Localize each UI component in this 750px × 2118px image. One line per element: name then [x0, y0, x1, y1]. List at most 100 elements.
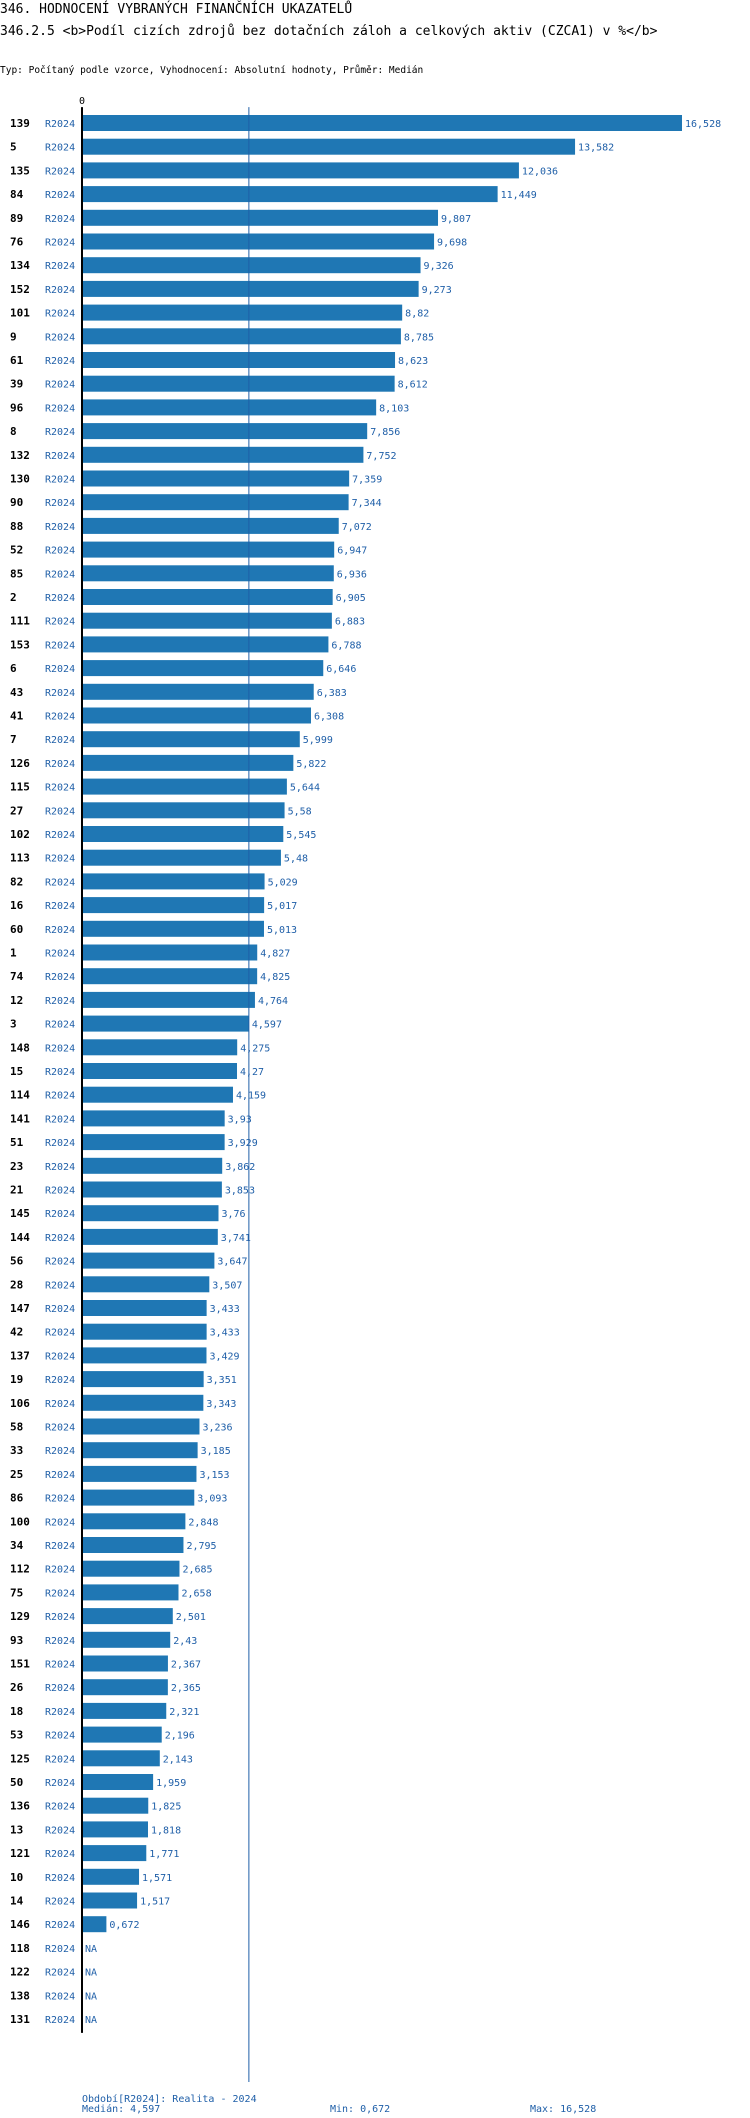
data-label: 11,449 [501, 190, 537, 201]
data-label: 2,43 [173, 1636, 197, 1647]
row-id-label: 130 [10, 473, 30, 486]
data-label: 5,644 [290, 783, 320, 794]
bar [82, 826, 284, 842]
data-label: 3,185 [201, 1446, 231, 1457]
footer-period: Období[R2024]: Realita - 2024 [82, 2094, 257, 2105]
bar [82, 920, 264, 937]
row-period-label: R2024 [45, 1660, 75, 1671]
bar [82, 1631, 171, 1648]
row-period-label: R2024 [45, 1612, 75, 1623]
row-period-label: R2024 [45, 1257, 75, 1268]
row-id-label: 126 [10, 757, 30, 770]
row-id-label: 135 [10, 164, 30, 177]
row-id-label: 52 [10, 544, 23, 557]
row-id-label: 76 [10, 236, 24, 249]
bar [82, 1394, 204, 1411]
bar [82, 636, 329, 653]
row-period-label: R2024 [45, 664, 75, 675]
data-label: 5,013 [267, 925, 297, 936]
bar [82, 944, 258, 961]
row-period-label: R2024 [45, 1873, 75, 1884]
row-period-label: R2024 [45, 759, 75, 770]
row-id-label: 75 [10, 1586, 23, 1599]
row-period-label: R2024 [45, 380, 75, 391]
data-label: 5,545 [286, 830, 316, 841]
row-period-label: R2024 [45, 1138, 75, 1149]
bar [82, 778, 287, 795]
footer-max: Max: 16,528 [530, 2104, 597, 2115]
bar [82, 115, 682, 131]
data-label: 3,647 [217, 1257, 247, 1268]
row-id-label: 148 [10, 1041, 30, 1054]
bar [82, 707, 311, 724]
data-label: 3,351 [207, 1375, 237, 1386]
bar [82, 541, 335, 558]
data-label: 8,623 [398, 356, 428, 367]
bar [82, 328, 401, 345]
bar [82, 1134, 225, 1151]
row-id-label: 93 [10, 1634, 23, 1647]
row-period-label: R2024 [45, 1446, 75, 1457]
data-label: 3,433 [210, 1328, 240, 1339]
bar [82, 209, 439, 226]
row-id-label: 90 [10, 496, 23, 509]
row-period-label: R2024 [45, 569, 75, 580]
row-id-label: 100 [10, 1515, 30, 1528]
row-id-label: 139 [10, 117, 30, 130]
row-id-label: 113 [10, 852, 30, 865]
data-label: 3,093 [197, 1494, 227, 1505]
bar [82, 1584, 179, 1601]
data-label: 9,326 [424, 261, 454, 272]
row-id-label: 101 [10, 307, 30, 320]
bar [82, 1205, 219, 1222]
row-period-label: R2024 [45, 475, 75, 486]
report-title: 346. HODNOCENÍ VYBRANÝCH FINANČNÍCH UKAZ… [0, 2, 353, 17]
data-label: 6,947 [337, 546, 367, 557]
row-id-label: 89 [10, 212, 23, 225]
data-label: 4,764 [258, 996, 288, 1007]
data-label: 3,93 [228, 1114, 252, 1125]
data-label: 4,275 [240, 1043, 270, 1054]
row-period-label: R2024 [45, 925, 75, 936]
data-label: 2,365 [171, 1683, 201, 1694]
bar [82, 873, 265, 890]
row-period-label: R2024 [45, 972, 75, 983]
data-label: NA [85, 2015, 97, 2026]
row-id-label: 28 [10, 1278, 23, 1291]
row-id-label: 88 [10, 520, 23, 533]
row-period-label: R2024 [45, 522, 75, 533]
row-period-label: R2024 [45, 1067, 75, 1078]
row-period-label: R2024 [45, 1209, 75, 1220]
row-id-label: 53 [10, 1729, 23, 1742]
data-label: 7,344 [352, 498, 382, 509]
bar [82, 399, 377, 416]
indicator-title: 346.2.5 <b>Podíl cizích zdrojů bez dotač… [0, 24, 658, 39]
row-period-label: R2024 [45, 735, 75, 746]
row-id-label: 106 [10, 1397, 30, 1410]
data-label: 8,82 [405, 309, 429, 320]
type-description: Typ: Počítaný podle vzorce, Vyhodnocení:… [0, 65, 424, 76]
data-label: 2,685 [182, 1565, 212, 1576]
row-id-label: 152 [10, 283, 30, 296]
data-label: 5,48 [284, 854, 308, 865]
row-id-label: 145 [10, 1207, 30, 1220]
data-label: 8,612 [398, 380, 428, 391]
bar [82, 1110, 225, 1127]
data-label: 6,936 [337, 569, 367, 580]
row-id-label: 121 [10, 1847, 30, 1860]
row-id-label: 26 [10, 1681, 24, 1694]
bar [82, 660, 324, 677]
row-period-label: R2024 [45, 190, 75, 201]
footer-min: Min: 0,672 [330, 2104, 391, 2115]
bar [82, 1465, 197, 1482]
bar [82, 1252, 215, 1269]
row-period-label: R2024 [45, 1091, 75, 1102]
bar [82, 1442, 198, 1459]
row-id-label: 43 [10, 686, 23, 699]
row-period-label: R2024 [45, 1233, 75, 1244]
bar [82, 897, 265, 914]
bar [82, 991, 255, 1008]
row-id-label: 5 [10, 141, 17, 154]
bar [82, 1489, 195, 1506]
